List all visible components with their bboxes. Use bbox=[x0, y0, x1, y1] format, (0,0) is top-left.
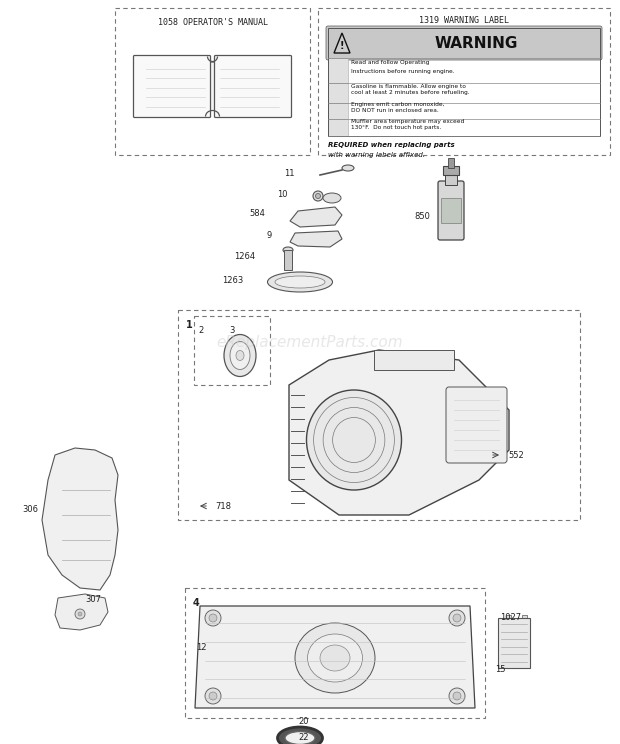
Bar bbox=[448, 158, 454, 168]
Bar bbox=[443, 166, 459, 175]
Text: 15: 15 bbox=[495, 665, 505, 675]
Ellipse shape bbox=[285, 731, 315, 744]
Text: 584: 584 bbox=[249, 208, 265, 217]
Ellipse shape bbox=[267, 272, 332, 292]
Circle shape bbox=[453, 692, 461, 700]
Bar bbox=[445, 173, 457, 185]
Text: with warning labels affixed.: with warning labels affixed. bbox=[328, 152, 425, 158]
Ellipse shape bbox=[236, 350, 244, 361]
Text: WARNING: WARNING bbox=[435, 36, 518, 51]
Text: 552: 552 bbox=[508, 451, 524, 460]
Ellipse shape bbox=[342, 165, 354, 171]
Text: 11: 11 bbox=[285, 168, 295, 178]
Bar bbox=[194, 316, 270, 385]
Polygon shape bbox=[290, 231, 342, 247]
Bar bbox=[328, 119, 348, 136]
Circle shape bbox=[453, 614, 461, 622]
Text: DO NOT run in enclosed area.: DO NOT run in enclosed area. bbox=[351, 108, 439, 113]
Text: 3: 3 bbox=[229, 326, 234, 335]
FancyBboxPatch shape bbox=[438, 181, 464, 240]
FancyBboxPatch shape bbox=[326, 26, 602, 60]
Text: 10: 10 bbox=[278, 190, 288, 199]
Polygon shape bbox=[195, 606, 475, 708]
Circle shape bbox=[449, 610, 465, 626]
Text: Instructions before running engine.: Instructions before running engine. bbox=[351, 68, 454, 74]
Text: 306: 306 bbox=[22, 505, 38, 515]
Circle shape bbox=[75, 609, 85, 619]
Text: eReplacementParts.com: eReplacementParts.com bbox=[216, 335, 404, 350]
Text: 1319 WARNING LABEL: 1319 WARNING LABEL bbox=[419, 16, 509, 25]
Text: 307: 307 bbox=[85, 595, 101, 604]
Ellipse shape bbox=[320, 645, 350, 671]
Ellipse shape bbox=[306, 390, 402, 490]
Polygon shape bbox=[290, 207, 342, 227]
Circle shape bbox=[205, 610, 221, 626]
Text: 718: 718 bbox=[215, 501, 231, 510]
Text: Read and follow Operating: Read and follow Operating bbox=[351, 60, 430, 65]
Ellipse shape bbox=[278, 727, 322, 744]
Bar bbox=[318, 8, 610, 155]
Bar bbox=[328, 28, 600, 136]
Polygon shape bbox=[42, 448, 118, 590]
Bar bbox=[115, 8, 310, 155]
Ellipse shape bbox=[224, 335, 256, 376]
Circle shape bbox=[209, 692, 217, 700]
Bar bbox=[328, 58, 348, 83]
Text: 12: 12 bbox=[196, 644, 206, 652]
Bar bbox=[284, 250, 292, 270]
Text: 2: 2 bbox=[198, 326, 203, 335]
Text: 4: 4 bbox=[193, 598, 200, 608]
Bar bbox=[328, 83, 348, 103]
Circle shape bbox=[78, 612, 82, 616]
Text: 20: 20 bbox=[298, 717, 309, 726]
FancyBboxPatch shape bbox=[215, 56, 291, 118]
Bar bbox=[328, 103, 348, 119]
Text: Muffler area temperature may exceed: Muffler area temperature may exceed bbox=[351, 119, 464, 124]
Polygon shape bbox=[289, 350, 509, 515]
Text: !: ! bbox=[340, 41, 344, 51]
Bar bbox=[506, 615, 511, 623]
Circle shape bbox=[313, 191, 323, 201]
Text: 130°F.  Do not touch hot parts.: 130°F. Do not touch hot parts. bbox=[351, 124, 441, 129]
Bar bbox=[178, 310, 580, 520]
Ellipse shape bbox=[283, 247, 293, 253]
Text: Engines emit carbon monoxide,: Engines emit carbon monoxide, bbox=[351, 103, 445, 107]
Bar bbox=[170, 62, 237, 109]
Ellipse shape bbox=[295, 623, 375, 693]
Bar bbox=[374, 350, 454, 370]
Bar bbox=[185, 588, 485, 718]
Text: 1027: 1027 bbox=[500, 614, 521, 623]
Polygon shape bbox=[55, 594, 108, 630]
Text: 1: 1 bbox=[186, 320, 193, 330]
Text: 1263: 1263 bbox=[222, 275, 243, 284]
Text: REQUIRED when replacing parts: REQUIRED when replacing parts bbox=[328, 142, 454, 148]
Text: 850: 850 bbox=[414, 211, 430, 220]
Circle shape bbox=[449, 688, 465, 704]
Text: Gasoline is flammable. Allow engine to: Gasoline is flammable. Allow engine to bbox=[351, 83, 466, 89]
Polygon shape bbox=[334, 33, 350, 53]
Ellipse shape bbox=[230, 341, 250, 370]
FancyBboxPatch shape bbox=[446, 387, 507, 463]
Bar bbox=[522, 615, 527, 623]
FancyBboxPatch shape bbox=[133, 56, 211, 118]
Text: cool at least 2 minutes before refueling.: cool at least 2 minutes before refueling… bbox=[351, 91, 469, 95]
Circle shape bbox=[209, 614, 217, 622]
Text: 9: 9 bbox=[267, 231, 272, 240]
Ellipse shape bbox=[275, 276, 325, 288]
Ellipse shape bbox=[308, 634, 363, 682]
Text: 1058 OPERATOR'S MANUAL: 1058 OPERATOR'S MANUAL bbox=[157, 18, 267, 27]
Circle shape bbox=[316, 193, 321, 199]
Circle shape bbox=[205, 688, 221, 704]
Text: 22: 22 bbox=[298, 734, 309, 743]
Bar bbox=[498, 618, 530, 668]
Bar bbox=[175, 62, 242, 109]
Text: 1264: 1264 bbox=[234, 251, 255, 260]
Bar bbox=[441, 198, 461, 223]
Ellipse shape bbox=[323, 193, 341, 203]
